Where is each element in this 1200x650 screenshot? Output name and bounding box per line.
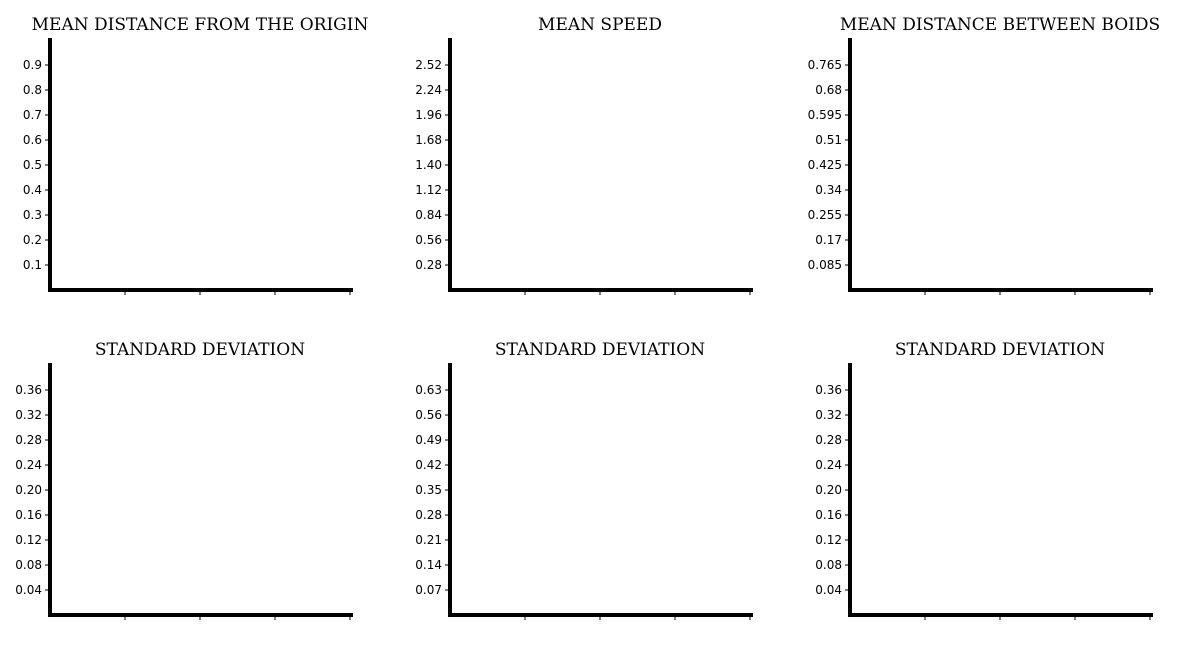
- y-tick-label: 0.5: [23, 158, 42, 172]
- y-tick-label: 0.08: [815, 558, 842, 572]
- chart-svg: STANDARD DEVIATION 0.07 0.14 0.21 0.28 0.35 0.…: [415, 340, 753, 620]
- y-tick-label: 0.28: [815, 433, 842, 447]
- y-tick-label: 1.12: [415, 183, 442, 197]
- y-tick-label: 0.12: [15, 533, 42, 547]
- y-tick-label: 0.2: [23, 233, 42, 247]
- y-tick-label: 0.32: [15, 408, 42, 422]
- chart-svg: MEAN DISTANCE BETWEEN BOIDS 0.085 0.17 0.25…: [808, 15, 1160, 295]
- y-tick-label: 0.34: [815, 183, 842, 197]
- y-tick-label: 0.84: [415, 208, 442, 222]
- y-tick-label: 0.56: [415, 408, 442, 422]
- chart-panel-mean-speed: MEAN SPEED 0.28 0.56 0.84 1.12 1.40 1.68 1.96 2.…: [400, 0, 800, 325]
- y-tick-label: 1.68: [415, 133, 442, 147]
- y-tick-label: 0.49: [415, 433, 442, 447]
- y-tick-label: 0.08: [15, 558, 42, 572]
- chart-svg: MEAN SPEED 0.28 0.56 0.84 1.12 1.40 1.68 1.96 2.…: [415, 15, 753, 295]
- y-tick-label: 0.3: [23, 208, 42, 222]
- y-tick-label: 2.24: [415, 83, 442, 97]
- y-tick-label: 0.28: [15, 433, 42, 447]
- chart-panel-std-dev-distance-between-boids: STANDARD DEVIATION 0.04 0.08 0.12 0.16 0.20 0.…: [800, 325, 1200, 650]
- y-tick-label: 0.68: [815, 83, 842, 97]
- y-tick-label: 0.63: [415, 383, 442, 397]
- y-tick-label: 0.1: [23, 258, 42, 272]
- y-tick-label: 0.07: [415, 583, 442, 597]
- y-tick-label: 0.20: [815, 483, 842, 497]
- chart-title: STANDARD DEVIATION: [95, 340, 305, 360]
- y-tick-label: 2.52: [415, 58, 442, 72]
- y-tick-label: 0.24: [815, 458, 842, 472]
- chart-panel-mean-distance-between-boids: MEAN DISTANCE BETWEEN BOIDS 0.085 0.17 0.25…: [800, 0, 1200, 325]
- y-tick-label: 0.16: [815, 508, 842, 522]
- chart-title: STANDARD DEVIATION: [495, 340, 705, 360]
- chart-title: MEAN DISTANCE BETWEEN BOIDS: [840, 15, 1160, 35]
- y-tick-label: 0.21: [415, 533, 442, 547]
- y-tick-label: 0.14: [415, 558, 442, 572]
- y-tick-label: 0.16: [15, 508, 42, 522]
- y-tick-label: 0.12: [815, 533, 842, 547]
- y-tick-label: 0.04: [815, 583, 842, 597]
- y-tick-label: 0.35: [415, 483, 442, 497]
- y-tick-label: 0.56: [415, 233, 442, 247]
- y-tick-label: 0.36: [815, 383, 842, 397]
- y-tick-label: 0.595: [808, 108, 842, 122]
- y-tick-label: 0.24: [15, 458, 42, 472]
- y-tick-label: 0.51: [815, 133, 842, 147]
- y-tick-label: 1.96: [415, 108, 442, 122]
- chart-title: MEAN SPEED: [538, 15, 662, 35]
- y-tick-label: 0.04: [15, 583, 42, 597]
- y-tick-label: 0.20: [15, 483, 42, 497]
- chart-title: MEAN DISTANCE FROM THE ORIGIN: [32, 15, 369, 35]
- y-tick-label: 0.9: [23, 58, 42, 72]
- y-tick-label: 0.6: [23, 133, 42, 147]
- y-tick-label: 0.255: [808, 208, 842, 222]
- y-tick-label: 0.8: [23, 83, 42, 97]
- y-tick-label: 0.28: [415, 508, 442, 522]
- y-tick-label: 0.36: [15, 383, 42, 397]
- chart-panel-std-dev-distance-from-origin: STANDARD DEVIATION 0.04 0.08 0.12 0.16 0.20 0.…: [0, 325, 400, 650]
- chart-svg: MEAN DISTANCE FROM THE ORIGIN 0.1 0.2 0.3 0.…: [23, 15, 369, 295]
- chart-title: STANDARD DEVIATION: [895, 340, 1105, 360]
- y-tick-label: 0.425: [808, 158, 842, 172]
- y-tick-label: 0.28: [415, 258, 442, 272]
- y-tick-label: 0.32: [815, 408, 842, 422]
- y-tick-label: 0.765: [808, 58, 842, 72]
- chart-svg: STANDARD DEVIATION 0.04 0.08 0.12 0.16 0.20 0.…: [815, 340, 1153, 620]
- chart-panel-std-dev-speed: STANDARD DEVIATION 0.07 0.14 0.21 0.28 0.35 0.…: [400, 325, 800, 650]
- y-tick-label: 0.17: [815, 233, 842, 247]
- y-tick-label: 1.40: [415, 158, 442, 172]
- chart-panel-mean-distance-from-origin: MEAN DISTANCE FROM THE ORIGIN 0.1 0.2 0.3 0.…: [0, 0, 400, 325]
- y-tick-label: 0.085: [808, 258, 842, 272]
- y-tick-label: 0.7: [23, 108, 42, 122]
- y-tick-label: 0.42: [415, 458, 442, 472]
- y-tick-label: 0.4: [23, 183, 42, 197]
- chart-svg: STANDARD DEVIATION 0.04 0.08 0.12 0.16 0.20 0.…: [15, 340, 353, 620]
